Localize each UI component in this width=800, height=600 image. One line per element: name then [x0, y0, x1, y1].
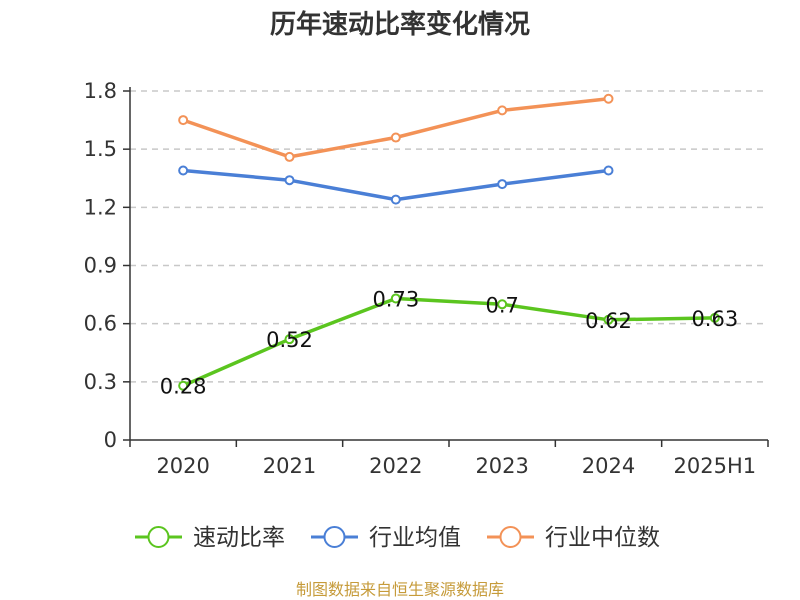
- y-tick-label: 0.3: [84, 370, 117, 394]
- y-tick-label: 0.6: [84, 312, 117, 336]
- series-line: [182, 296, 715, 388]
- legend-item[interactable]: 行业中位数: [487, 525, 660, 551]
- chart-title: 历年速动比率变化情况: [270, 9, 530, 40]
- y-axis-ticks: 0 0.3 0.6 0.9 1.2 1.5 1.8: [84, 79, 130, 452]
- legend[interactable]: 速动比率 行业均值 行业中位数: [135, 525, 660, 551]
- data-point[interactable]: [284, 151, 295, 162]
- data-point[interactable]: [497, 299, 508, 310]
- data-point[interactable]: [284, 334, 295, 345]
- y-tick-label: 1.5: [84, 137, 117, 161]
- data-point[interactable]: [390, 132, 401, 143]
- data-labels: 0.28 0.52 0.73 0.7 0.62 0.63: [160, 287, 738, 398]
- legend-marker: [323, 526, 346, 548]
- data-point[interactable]: [603, 93, 614, 104]
- x-axis-ticks: 2020 2021 2022 2023 2024 2025H1: [129, 440, 769, 478]
- x-tick-label: 2023: [475, 454, 528, 478]
- series-line: [182, 97, 609, 159]
- data-point[interactable]: [390, 293, 401, 304]
- data-point[interactable]: [709, 312, 720, 323]
- data-point[interactable]: [603, 314, 614, 325]
- legend-marker: [147, 526, 170, 548]
- y-tick-label: 1.8: [84, 79, 117, 103]
- data-point[interactable]: [178, 380, 189, 391]
- source-note: 制图数据来自恒生聚源数据库: [295, 580, 504, 599]
- x-tick-label: 2024: [582, 454, 635, 478]
- legend-label: 行业中位数: [545, 525, 660, 551]
- y-tick-label: 0: [104, 428, 117, 452]
- axes: [129, 87, 768, 441]
- data-label: 0.73: [372, 287, 419, 311]
- legend-marker: [499, 526, 522, 548]
- y-tick-label: 1.2: [84, 195, 117, 219]
- data-label: 0.7: [485, 293, 518, 317]
- data-point[interactable]: [497, 179, 508, 190]
- data-point[interactable]: [178, 115, 189, 126]
- data-label: 0.52: [266, 328, 313, 352]
- legend-label: 速动比率: [193, 525, 285, 551]
- legend-label: 行业均值: [369, 525, 461, 551]
- grid-lines: [130, 90, 768, 383]
- y-tick-label: 0.9: [84, 254, 117, 278]
- legend-item[interactable]: 行业均值: [311, 525, 461, 551]
- data-point[interactable]: [497, 105, 508, 116]
- legend-item[interactable]: 速动比率: [135, 525, 285, 551]
- data-point[interactable]: [390, 194, 401, 205]
- series-group: [178, 93, 720, 391]
- data-point[interactable]: [284, 175, 295, 186]
- x-tick-label: 2021: [263, 454, 316, 478]
- data-label: 0.62: [585, 309, 632, 333]
- data-point[interactable]: [178, 165, 189, 176]
- x-tick-label: 2025H1: [674, 454, 757, 478]
- data-point[interactable]: [603, 165, 614, 176]
- data-label: 0.63: [691, 307, 738, 331]
- data-label: 0.28: [160, 375, 207, 399]
- x-tick-label: 2022: [369, 454, 422, 478]
- x-tick-label: 2020: [156, 454, 209, 478]
